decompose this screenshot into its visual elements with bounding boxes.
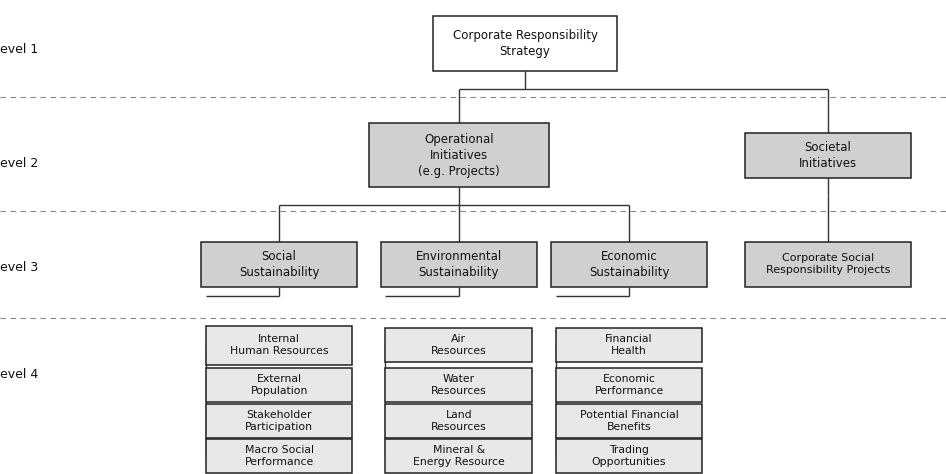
- Text: Potential Financial
Benefits: Potential Financial Benefits: [580, 410, 678, 432]
- FancyBboxPatch shape: [205, 439, 352, 473]
- FancyBboxPatch shape: [385, 404, 532, 438]
- Text: Land
Resources: Land Resources: [431, 410, 486, 432]
- FancyBboxPatch shape: [380, 242, 536, 286]
- Text: evel 1: evel 1: [0, 43, 38, 56]
- Text: Societal
Initiatives: Societal Initiatives: [798, 141, 857, 170]
- Text: Financial
Health: Financial Health: [605, 334, 653, 356]
- FancyBboxPatch shape: [205, 326, 352, 365]
- Text: Mineral &
Energy Resource: Mineral & Energy Resource: [413, 445, 504, 467]
- Text: Corporate Social
Responsibility Projects: Corporate Social Responsibility Projects: [765, 253, 890, 275]
- FancyBboxPatch shape: [385, 439, 532, 473]
- Text: Water
Resources: Water Resources: [431, 374, 486, 396]
- FancyBboxPatch shape: [385, 368, 532, 402]
- FancyBboxPatch shape: [556, 368, 702, 402]
- Text: Stakeholder
Participation: Stakeholder Participation: [245, 410, 313, 432]
- Text: Internal
Human Resources: Internal Human Resources: [230, 334, 328, 356]
- FancyBboxPatch shape: [556, 328, 702, 362]
- Text: evel 4: evel 4: [0, 368, 38, 381]
- FancyBboxPatch shape: [745, 133, 910, 178]
- FancyBboxPatch shape: [201, 242, 357, 286]
- Text: External
Population: External Population: [251, 374, 307, 396]
- FancyBboxPatch shape: [551, 242, 707, 286]
- Text: Economic
Performance: Economic Performance: [594, 374, 664, 396]
- Text: Operational
Initiatives
(e.g. Projects): Operational Initiatives (e.g. Projects): [418, 133, 499, 178]
- Text: evel 2: evel 2: [0, 157, 38, 170]
- Text: Air
Resources: Air Resources: [431, 334, 486, 356]
- FancyBboxPatch shape: [205, 368, 352, 402]
- FancyBboxPatch shape: [205, 404, 352, 438]
- Text: Social
Sustainability: Social Sustainability: [238, 249, 320, 279]
- FancyBboxPatch shape: [556, 439, 702, 473]
- FancyBboxPatch shape: [385, 328, 532, 362]
- Text: Macro Social
Performance: Macro Social Performance: [244, 445, 314, 467]
- Text: Economic
Sustainability: Economic Sustainability: [588, 249, 670, 279]
- Text: Corporate Responsibility
Strategy: Corporate Responsibility Strategy: [452, 29, 598, 58]
- FancyBboxPatch shape: [369, 124, 549, 188]
- Text: evel 3: evel 3: [0, 261, 38, 274]
- FancyBboxPatch shape: [745, 242, 910, 286]
- FancyBboxPatch shape: [433, 17, 617, 71]
- Text: Trading
Opportunities: Trading Opportunities: [592, 445, 666, 467]
- FancyBboxPatch shape: [556, 404, 702, 438]
- Text: Environmental
Sustainability: Environmental Sustainability: [415, 249, 502, 279]
